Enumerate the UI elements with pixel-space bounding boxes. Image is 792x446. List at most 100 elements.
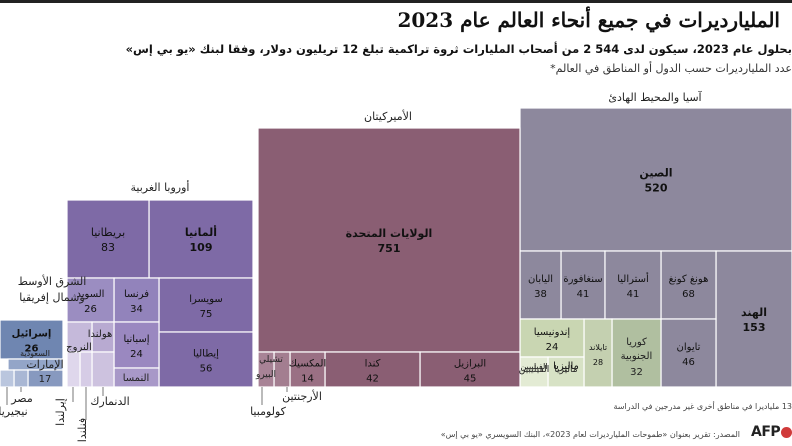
tile-label: أستراليا xyxy=(617,272,649,285)
region-الشرق-الأوسط-وشمال-إفريقيا xyxy=(0,319,64,388)
tile-label: إيرلندا xyxy=(54,398,67,426)
tile-value: 56 xyxy=(200,364,213,375)
tile-label: الهند xyxy=(741,306,767,319)
tile-إيطاليا xyxy=(158,331,254,388)
tile-value: 41 xyxy=(627,289,640,300)
tile-value: 68 xyxy=(682,289,695,300)
chart-subtitle: بحلول عام 2023، سيكون لدى 544 2 من أصحاب… xyxy=(125,42,792,56)
tile-value: 14 xyxy=(301,374,314,385)
tile-label: إسرائيل xyxy=(12,329,52,340)
tile-value: 109 xyxy=(190,241,213,254)
tile-label: السويد xyxy=(77,289,105,300)
tile-value: 45 xyxy=(464,374,477,385)
tile-value: 26 xyxy=(25,344,39,355)
region-label: الأميركيتان xyxy=(364,109,412,123)
tile-label: تايوان xyxy=(677,342,701,353)
tile-تايلاند xyxy=(583,318,613,388)
tile-value: 38 xyxy=(534,289,547,300)
tile-value: 24 xyxy=(546,342,559,353)
tile-label: إندونيسيا xyxy=(534,327,571,338)
tile-الولايات-المتحدة xyxy=(257,127,521,353)
tile-إسرائيل xyxy=(0,319,64,360)
page-title: المليارديرات في جميع أنحاء العالم عام 20… xyxy=(397,8,780,32)
tile-label: ماليزيا xyxy=(554,365,577,375)
tile-label: البيرو xyxy=(255,370,276,380)
tile-label: النمسا xyxy=(123,373,150,384)
tile-label: هولندا xyxy=(88,329,113,340)
top-rule xyxy=(0,0,792,3)
region-label: أوروبا الغربية xyxy=(131,180,190,194)
tile-label: إسبانيا xyxy=(123,334,149,345)
tile-value: 28 xyxy=(593,358,603,367)
tile-label: فرنسا xyxy=(124,289,149,300)
tile-ماليزيا xyxy=(547,356,585,388)
tile-نيجيريا xyxy=(0,369,15,388)
tile-كندا xyxy=(324,351,421,388)
chart-description: عدد المليارديرات حسب الدول أو المناطق في… xyxy=(550,62,792,75)
tile-سنغافورة xyxy=(560,250,606,320)
tile-value: 75 xyxy=(200,309,213,320)
tile-label: تشيلي xyxy=(259,355,283,365)
tile-label: البرازيل xyxy=(454,359,486,370)
source-note: المصدر: تقرير بعنوان «طموحات المليارديرا… xyxy=(440,430,740,439)
region-أوروبا-الغربية xyxy=(66,199,254,388)
tile-label: كندا xyxy=(365,359,381,370)
tile-إيرلندا xyxy=(66,351,81,388)
tile-المكسيك xyxy=(289,351,326,388)
region-label-line: وشمال إفريقيا xyxy=(19,291,84,304)
tile-label: النروج xyxy=(66,342,92,353)
tile-تايوان xyxy=(660,318,717,388)
tile-label: فنلندا xyxy=(76,418,89,442)
tile-السويد xyxy=(66,277,115,323)
tile-اليابان xyxy=(519,250,562,320)
tile-label: الأرجنتين xyxy=(282,389,322,403)
tile-label: كوريا xyxy=(626,337,647,348)
tile-value: 26 xyxy=(84,304,97,315)
tile-الهند xyxy=(715,250,792,388)
tile-label: مصر xyxy=(10,392,33,405)
tile-value: 751 xyxy=(378,242,401,255)
tile-label: الجنوبية xyxy=(621,351,653,362)
region-label-line: الشرق الأوسط xyxy=(18,274,87,288)
afp-logo: AFP xyxy=(751,424,792,441)
tile-الدنمارك xyxy=(91,351,115,388)
tile-سويسرا xyxy=(158,277,254,333)
tile-label: ماليزيا xyxy=(553,361,579,372)
tile-البرازيل xyxy=(419,351,521,388)
tile-label: بريطانيا xyxy=(91,226,125,239)
tile-مصر xyxy=(13,369,29,388)
tile-البيرو xyxy=(257,351,275,388)
tile-فرنسا xyxy=(113,277,160,323)
tile-label: الولايات المتحدة xyxy=(346,227,433,240)
tile-label: هونغ كونغ xyxy=(669,274,709,285)
tile-value: 83 xyxy=(101,241,115,254)
tile-label: نيجيريا xyxy=(0,405,28,418)
tile-value: 46 xyxy=(682,357,695,368)
tile-label: الفيليبين xyxy=(520,362,547,371)
tile-فنلندا xyxy=(79,351,93,388)
tile-label: تايلاند xyxy=(589,343,607,352)
tile-label: كولومبيا xyxy=(250,405,287,418)
tile-أستراليا xyxy=(604,250,662,320)
tile-label: الصين xyxy=(639,167,672,180)
tile-ألمانيا xyxy=(148,199,254,279)
region-label: آسيا والمحيط الهادئ xyxy=(608,90,702,104)
region-الأميركيتان xyxy=(257,127,521,388)
tile-إسبانيا xyxy=(113,321,160,369)
tile-value: 24 xyxy=(130,349,143,360)
footnote: 13 ملياديرا في مناطق أخرى غير مدرجين في … xyxy=(613,402,792,411)
tile-value: 153 xyxy=(743,321,766,334)
tile-label: سنغافورة xyxy=(563,274,602,285)
region-label: الشرق الأوسط وشمال إفريقيا xyxy=(18,274,87,304)
tile-label: المكسيك xyxy=(289,359,327,370)
tile-label: الدنمارك xyxy=(90,395,129,408)
tile-label: الإمارات xyxy=(26,358,63,371)
tile-value: 42 xyxy=(366,374,379,385)
tile-label: إيطاليا xyxy=(193,349,219,360)
tile-label: اليابان xyxy=(528,274,553,285)
afp-logo-mark xyxy=(781,427,792,438)
tile-الصين xyxy=(519,107,792,252)
tile-كوريا-الجنوبية xyxy=(611,318,662,388)
tile-label: السعودية xyxy=(20,349,50,358)
